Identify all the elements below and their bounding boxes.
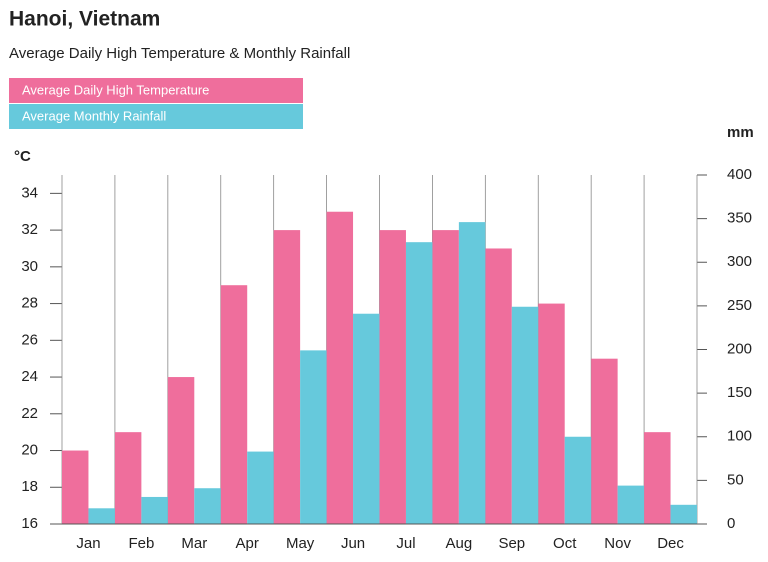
x-tick-label: Jul xyxy=(396,535,415,552)
y-tick-label: 20 xyxy=(21,441,38,458)
x-tick-label: Feb xyxy=(128,535,154,552)
y-tick-label: 28 xyxy=(21,295,38,312)
y2-tick-label: 350 xyxy=(727,210,752,227)
y-tick-label: 32 xyxy=(21,221,38,238)
bar xyxy=(300,350,327,524)
y2-tick-label: 300 xyxy=(727,253,752,270)
bar xyxy=(458,222,486,525)
legend-label: Average Daily High Temperature xyxy=(22,82,209,97)
bar xyxy=(220,285,248,524)
bar xyxy=(326,211,354,524)
legend-label: Average Monthly Rainfall xyxy=(22,108,166,123)
bar xyxy=(432,230,459,524)
y2-tick-label: 200 xyxy=(727,340,752,357)
bar xyxy=(353,313,380,524)
bar xyxy=(273,230,301,524)
y-axis-label: °C xyxy=(14,148,31,165)
x-tick-label: Aug xyxy=(446,535,473,552)
y-tick-label: 16 xyxy=(21,515,38,532)
bar xyxy=(564,436,592,524)
y-tick-label: 18 xyxy=(21,478,38,495)
bar xyxy=(538,303,565,524)
x-tick-label: Oct xyxy=(553,535,577,552)
y2-tick-label: 250 xyxy=(727,297,752,314)
y-tick-label: 22 xyxy=(21,405,38,422)
x-tick-label: Jan xyxy=(76,535,100,552)
bar xyxy=(617,485,645,524)
x-tick-label: Sep xyxy=(498,535,525,552)
legend-swatch xyxy=(9,104,303,129)
bar xyxy=(114,432,142,524)
x-tick-label: Nov xyxy=(604,535,631,552)
bar xyxy=(247,451,274,524)
bar xyxy=(591,358,618,524)
x-tick-label: Jun xyxy=(341,535,365,552)
y-tick-label: 34 xyxy=(21,184,38,201)
y2-tick-label: 400 xyxy=(727,166,752,183)
bar xyxy=(88,508,115,524)
y2-tick-label: 150 xyxy=(727,384,752,401)
bar xyxy=(511,306,539,524)
x-tick-label: Mar xyxy=(181,535,207,552)
bar xyxy=(405,242,433,524)
x-tick-label: May xyxy=(286,535,315,552)
bar xyxy=(670,504,697,524)
y-tick-label: 30 xyxy=(21,258,38,275)
bar xyxy=(141,496,168,524)
bar xyxy=(644,432,671,524)
bar xyxy=(194,488,221,524)
y2-tick-label: 100 xyxy=(727,428,752,445)
chart-subtitle: Average Daily High Temperature & Monthly… xyxy=(9,45,350,62)
x-tick-label: Apr xyxy=(236,535,259,552)
bar xyxy=(62,450,89,524)
y2-axis-label: mm xyxy=(727,124,754,141)
legend-swatch xyxy=(9,78,303,103)
y2-tick-label: 0 xyxy=(727,515,735,532)
bar xyxy=(167,377,195,524)
bar xyxy=(485,248,512,524)
x-tick-label: Dec xyxy=(657,535,684,552)
y2-tick-label: 50 xyxy=(727,471,744,488)
y-tick-label: 26 xyxy=(21,331,38,348)
chart-title: Hanoi, Vietnam xyxy=(9,8,160,31)
y-tick-label: 24 xyxy=(21,368,38,385)
bar xyxy=(379,230,406,524)
